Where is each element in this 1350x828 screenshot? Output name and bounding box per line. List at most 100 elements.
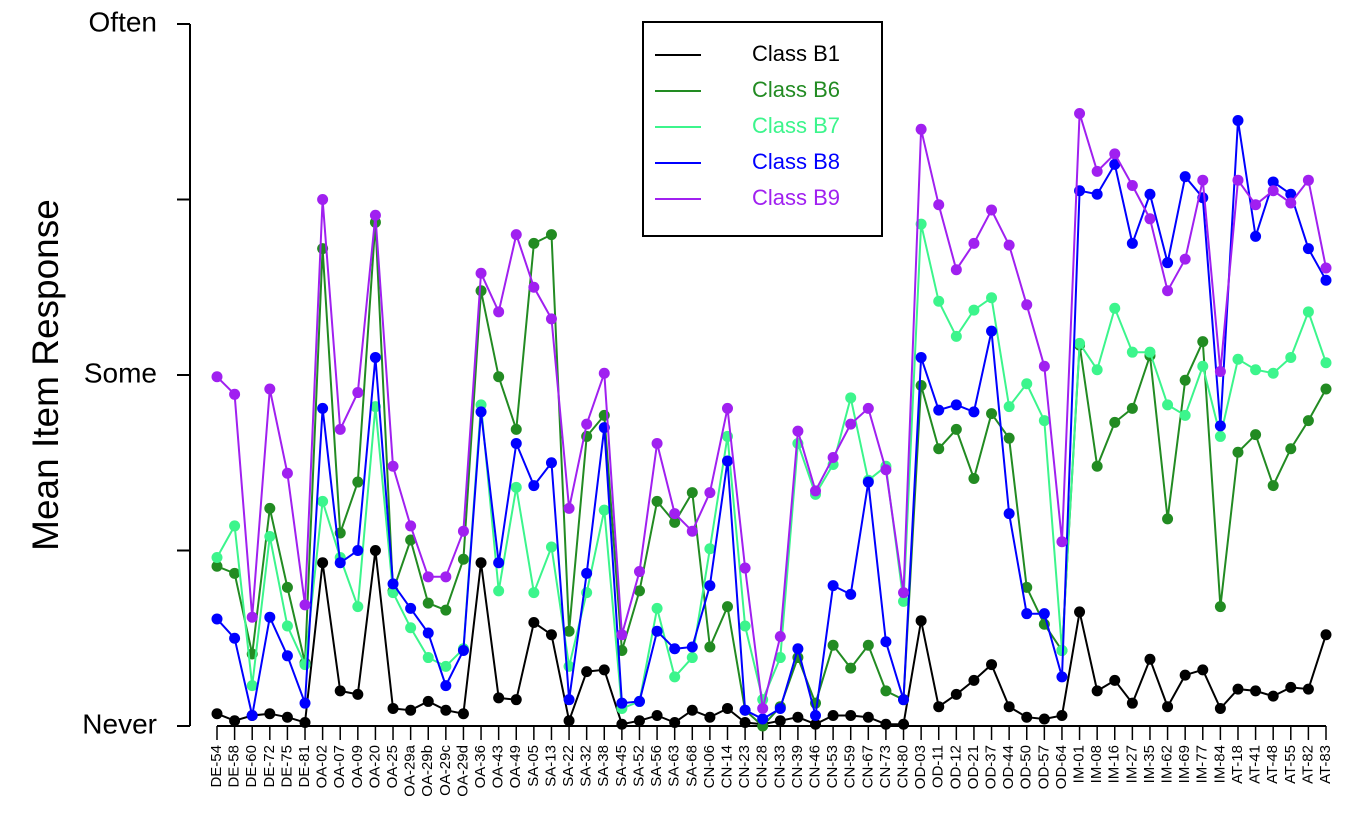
data-point [1320, 262, 1332, 274]
data-point [1197, 360, 1209, 372]
x-tick-label: OA-02 [314, 745, 331, 788]
data-point [1285, 443, 1297, 455]
data-point [510, 481, 522, 493]
data-point [669, 643, 681, 655]
data-point [721, 402, 733, 414]
data-point [1021, 581, 1033, 593]
data-point [616, 629, 628, 641]
data-point [616, 697, 628, 709]
x-tick-label: OA-49 [507, 745, 524, 788]
data-point [1214, 420, 1226, 432]
data-point [1003, 432, 1015, 444]
x-tick-label: OA-09 [349, 745, 366, 788]
data-point [704, 487, 716, 499]
data-point [528, 587, 540, 599]
data-point [633, 585, 645, 597]
data-point [915, 351, 927, 363]
data-point [545, 629, 557, 641]
series-line [216, 120, 1327, 721]
data-point [633, 566, 645, 578]
data-point [281, 620, 293, 632]
x-tick-label: OA-29d [454, 745, 471, 797]
data-point [528, 281, 540, 293]
x-tick-label: OD-11 [930, 745, 947, 788]
x-tick-label: SA-38 [595, 745, 612, 787]
data-point [1091, 165, 1103, 177]
data-point [299, 599, 311, 611]
data-point [422, 627, 434, 639]
data-point [1056, 645, 1068, 657]
data-point [845, 418, 857, 430]
x-tick-label: CN-67 [859, 745, 876, 788]
data-point [211, 560, 223, 572]
data-point [933, 404, 945, 416]
data-point [334, 423, 346, 435]
data-point [545, 541, 557, 553]
data-point [264, 530, 276, 542]
data-point [686, 487, 698, 499]
data-point [669, 716, 681, 728]
x-tick-label: CN-33 [771, 745, 788, 788]
legend-label: Class B6 [752, 77, 840, 102]
data-point [704, 711, 716, 723]
data-point [1232, 115, 1244, 127]
data-point [898, 718, 910, 730]
x-tick-label: CN-80 [894, 745, 911, 788]
data-point [1109, 148, 1121, 160]
data-point [563, 502, 575, 514]
data-point [405, 520, 417, 532]
data-point [792, 643, 804, 655]
data-point [440, 680, 452, 692]
data-point [581, 666, 593, 678]
data-point [334, 557, 346, 569]
data-point [1285, 351, 1297, 363]
data-point [898, 587, 910, 599]
data-point [1285, 188, 1297, 200]
data-point [898, 694, 910, 706]
data-point [369, 351, 381, 363]
data-point [986, 292, 998, 304]
x-tick-label: DE-60 [243, 745, 260, 788]
data-point [563, 625, 575, 637]
data-point [246, 611, 258, 623]
data-point [1267, 480, 1279, 492]
x-tick-label: SA-68 [683, 745, 700, 787]
data-point [1267, 185, 1279, 197]
data-point [950, 399, 962, 411]
data-point [475, 406, 487, 418]
x-tick-label: DE-75 [278, 745, 295, 788]
data-point [528, 237, 540, 249]
data-point [1162, 257, 1174, 269]
x-tick-label: OD-44 [1000, 745, 1017, 789]
data-point [950, 423, 962, 435]
data-point [545, 313, 557, 325]
x-tick-label: OD-50 [1018, 745, 1035, 789]
data-point [792, 711, 804, 723]
data-point [933, 199, 945, 211]
data-point [299, 697, 311, 709]
x-tick-label: OD-37 [983, 745, 1000, 789]
data-point [581, 567, 593, 579]
data-point [299, 716, 311, 728]
data-point [651, 495, 663, 507]
data-point [1021, 378, 1033, 390]
data-point [598, 664, 610, 676]
data-point [933, 443, 945, 455]
data-point [317, 495, 329, 507]
data-point [440, 704, 452, 716]
data-point [986, 659, 998, 671]
data-point [493, 585, 505, 597]
data-point [563, 715, 575, 727]
data-point [1126, 697, 1138, 709]
data-point [211, 371, 223, 383]
data-point [933, 701, 945, 713]
data-point [387, 702, 399, 714]
data-point [862, 476, 874, 488]
data-point [1038, 608, 1050, 620]
x-tick-label: CN-28 [754, 745, 771, 788]
data-point [827, 639, 839, 651]
data-point [898, 595, 910, 607]
data-point [281, 581, 293, 593]
x-tick-label: IM-84 [1211, 745, 1228, 783]
